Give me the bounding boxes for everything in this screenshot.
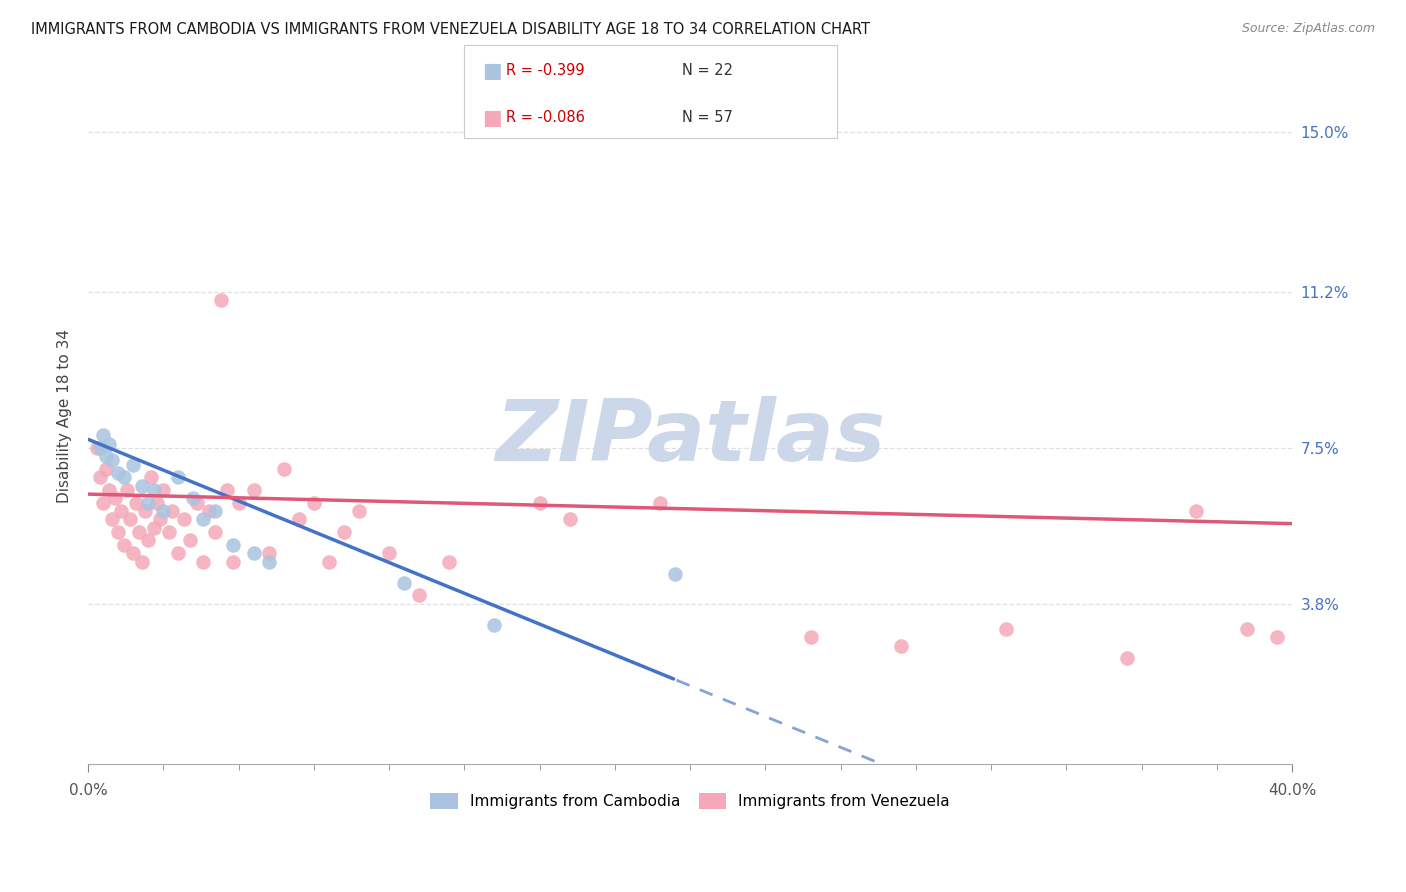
Text: R = -0.086: R = -0.086: [506, 110, 585, 125]
Point: [91, 495, 114, 509]
Point: [128, 524, 150, 539]
Legend: Immigrants from Cambodia, Immigrants from Venezuela: Immigrants from Cambodia, Immigrants fro…: [425, 787, 956, 815]
Point: [209, 293, 232, 308]
Point: [101, 453, 124, 467]
Point: [167, 470, 190, 484]
Point: [204, 504, 226, 518]
Point: [347, 504, 370, 518]
Point: [104, 491, 127, 506]
Point: [138, 533, 160, 548]
Point: [529, 495, 551, 509]
Point: [378, 546, 401, 560]
Point: [131, 555, 153, 569]
Point: [173, 512, 195, 526]
Point: [995, 622, 1018, 636]
Text: R = -0.399: R = -0.399: [506, 63, 585, 78]
Point: [98, 483, 121, 497]
Point: [143, 483, 166, 497]
Point: [179, 533, 201, 548]
Point: [157, 524, 180, 539]
Point: [215, 483, 238, 497]
Point: [273, 462, 295, 476]
Point: [484, 617, 506, 632]
Point: [221, 555, 243, 569]
Point: [439, 555, 461, 569]
Point: [648, 495, 671, 509]
Point: [107, 466, 129, 480]
Text: ■: ■: [482, 61, 502, 81]
Point: [191, 512, 214, 526]
Point: [86, 441, 108, 455]
Point: [152, 504, 174, 518]
Point: [89, 470, 111, 484]
Point: [96, 449, 118, 463]
Y-axis label: Disability Age 18 to 34: Disability Age 18 to 34: [58, 329, 72, 503]
Point: [122, 546, 145, 560]
Point: [257, 555, 280, 569]
Point: [134, 504, 156, 518]
Point: [204, 524, 226, 539]
Point: [558, 512, 581, 526]
Point: [98, 436, 121, 450]
Point: [162, 504, 184, 518]
Point: [242, 546, 264, 560]
Point: [89, 441, 111, 455]
Point: [191, 555, 214, 569]
Point: [333, 524, 356, 539]
Point: [242, 483, 264, 497]
Point: [288, 512, 311, 526]
Text: N = 57: N = 57: [682, 110, 733, 125]
Text: IMMIGRANTS FROM CAMBODIA VS IMMIGRANTS FROM VENEZUELA DISABILITY AGE 18 TO 34 CO: IMMIGRANTS FROM CAMBODIA VS IMMIGRANTS F…: [31, 22, 870, 37]
Point: [146, 495, 169, 509]
Point: [1236, 622, 1258, 636]
Point: [122, 458, 145, 472]
Point: [120, 512, 142, 526]
Text: Source: ZipAtlas.com: Source: ZipAtlas.com: [1241, 22, 1375, 36]
Point: [110, 504, 132, 518]
Point: [392, 575, 415, 590]
Point: [197, 504, 219, 518]
Point: [167, 546, 190, 560]
Point: [318, 555, 340, 569]
Point: [890, 639, 912, 653]
Point: [91, 428, 114, 442]
Point: [183, 491, 205, 506]
Point: [143, 521, 166, 535]
Text: ZIPatlas: ZIPatlas: [495, 395, 886, 478]
Point: [799, 631, 821, 645]
Text: N = 22: N = 22: [682, 63, 733, 78]
Point: [408, 588, 430, 602]
Point: [257, 546, 280, 560]
Point: [152, 483, 174, 497]
Point: [664, 567, 686, 582]
Point: [107, 524, 129, 539]
Point: [131, 479, 153, 493]
Point: [112, 538, 135, 552]
Point: [125, 495, 148, 509]
Point: [117, 483, 139, 497]
Point: [1265, 631, 1288, 645]
Point: [228, 495, 250, 509]
Point: [221, 538, 243, 552]
Text: ■: ■: [482, 108, 502, 128]
Point: [149, 512, 172, 526]
Point: [101, 512, 124, 526]
Point: [138, 495, 160, 509]
Point: [1115, 651, 1137, 665]
Point: [1184, 504, 1206, 518]
Point: [112, 470, 135, 484]
Point: [141, 470, 163, 484]
Point: [96, 462, 118, 476]
Point: [186, 495, 208, 509]
Point: [302, 495, 325, 509]
